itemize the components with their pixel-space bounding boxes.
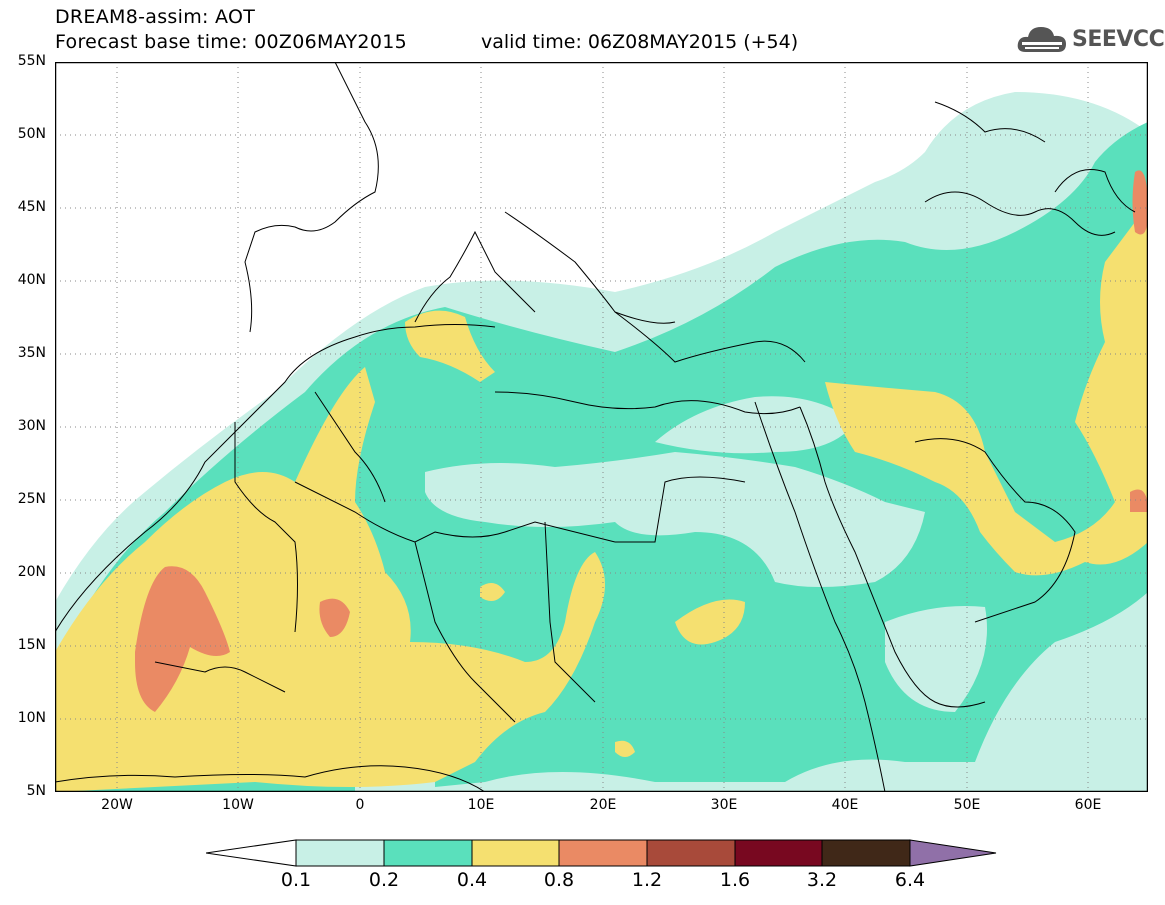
valid-time: valid time: 06Z08MAY2015 (+54) <box>481 31 799 53</box>
lat-label: 55N <box>17 53 46 69</box>
colorbar-swatch <box>383 839 473 867</box>
logo-text: SEEVCCC <box>1072 26 1165 52</box>
cloud-icon <box>1017 27 1066 52</box>
lon-label: 10E <box>467 797 495 813</box>
lat-label: 20N <box>17 564 46 580</box>
lat-label: 25N <box>17 491 46 507</box>
lon-label: 30E <box>710 797 738 813</box>
colorbar-label: 0.8 <box>543 869 575 891</box>
colorbar-label: 1.2 <box>631 869 663 891</box>
forecast-base-time: Forecast base time: 00Z06MAY2015 <box>55 31 407 53</box>
aot-band-0.8 <box>135 170 1148 712</box>
aot-band-0.4 <box>55 172 1148 792</box>
colorbar-label: 0.1 <box>280 869 312 891</box>
colorbar-label: 0.2 <box>368 869 400 891</box>
lat-label: 50N <box>17 126 46 142</box>
lon-label: 20W <box>101 797 133 813</box>
gridlines <box>55 62 1148 792</box>
colorbar-high-arrow <box>909 839 997 867</box>
lon-label: 0 <box>355 797 365 813</box>
lat-label: 45N <box>17 199 46 215</box>
colorbar-swatch <box>734 839 823 867</box>
colorbar-label: 0.4 <box>456 869 488 891</box>
lat-label: 30N <box>17 418 46 434</box>
colorbar-legend <box>206 839 997 867</box>
lat-label: 35N <box>17 345 46 361</box>
colorbar-swatch <box>821 839 911 867</box>
map-title: DREAM8-assim: AOT <box>55 6 256 28</box>
coastlines <box>55 62 1136 792</box>
lat-label: 5N <box>26 783 46 799</box>
colorbar-low-arrow <box>206 839 297 867</box>
colorbar-label: 6.4 <box>894 869 926 891</box>
colorbar-label: 3.2 <box>806 869 838 891</box>
lon-label: 10W <box>222 797 254 813</box>
lon-label: 20E <box>589 797 617 813</box>
colorbar-swatch <box>646 839 736 867</box>
seevccc-logo: SEEVCCC <box>1016 22 1165 56</box>
colorbar-swatch <box>471 839 560 867</box>
lat-label: 10N <box>17 710 46 726</box>
lon-label: 50E <box>953 797 981 813</box>
lon-label: 60E <box>1074 797 1102 813</box>
colorbar-swatch <box>295 839 385 867</box>
map-border <box>55 62 1148 792</box>
colorbar-swatch <box>558 839 648 867</box>
aot-map <box>55 62 1148 792</box>
lat-label: 40N <box>17 272 46 288</box>
colorbar-label: 1.6 <box>719 869 751 891</box>
lon-label: 40E <box>831 797 859 813</box>
lat-label: 15N <box>17 637 46 653</box>
